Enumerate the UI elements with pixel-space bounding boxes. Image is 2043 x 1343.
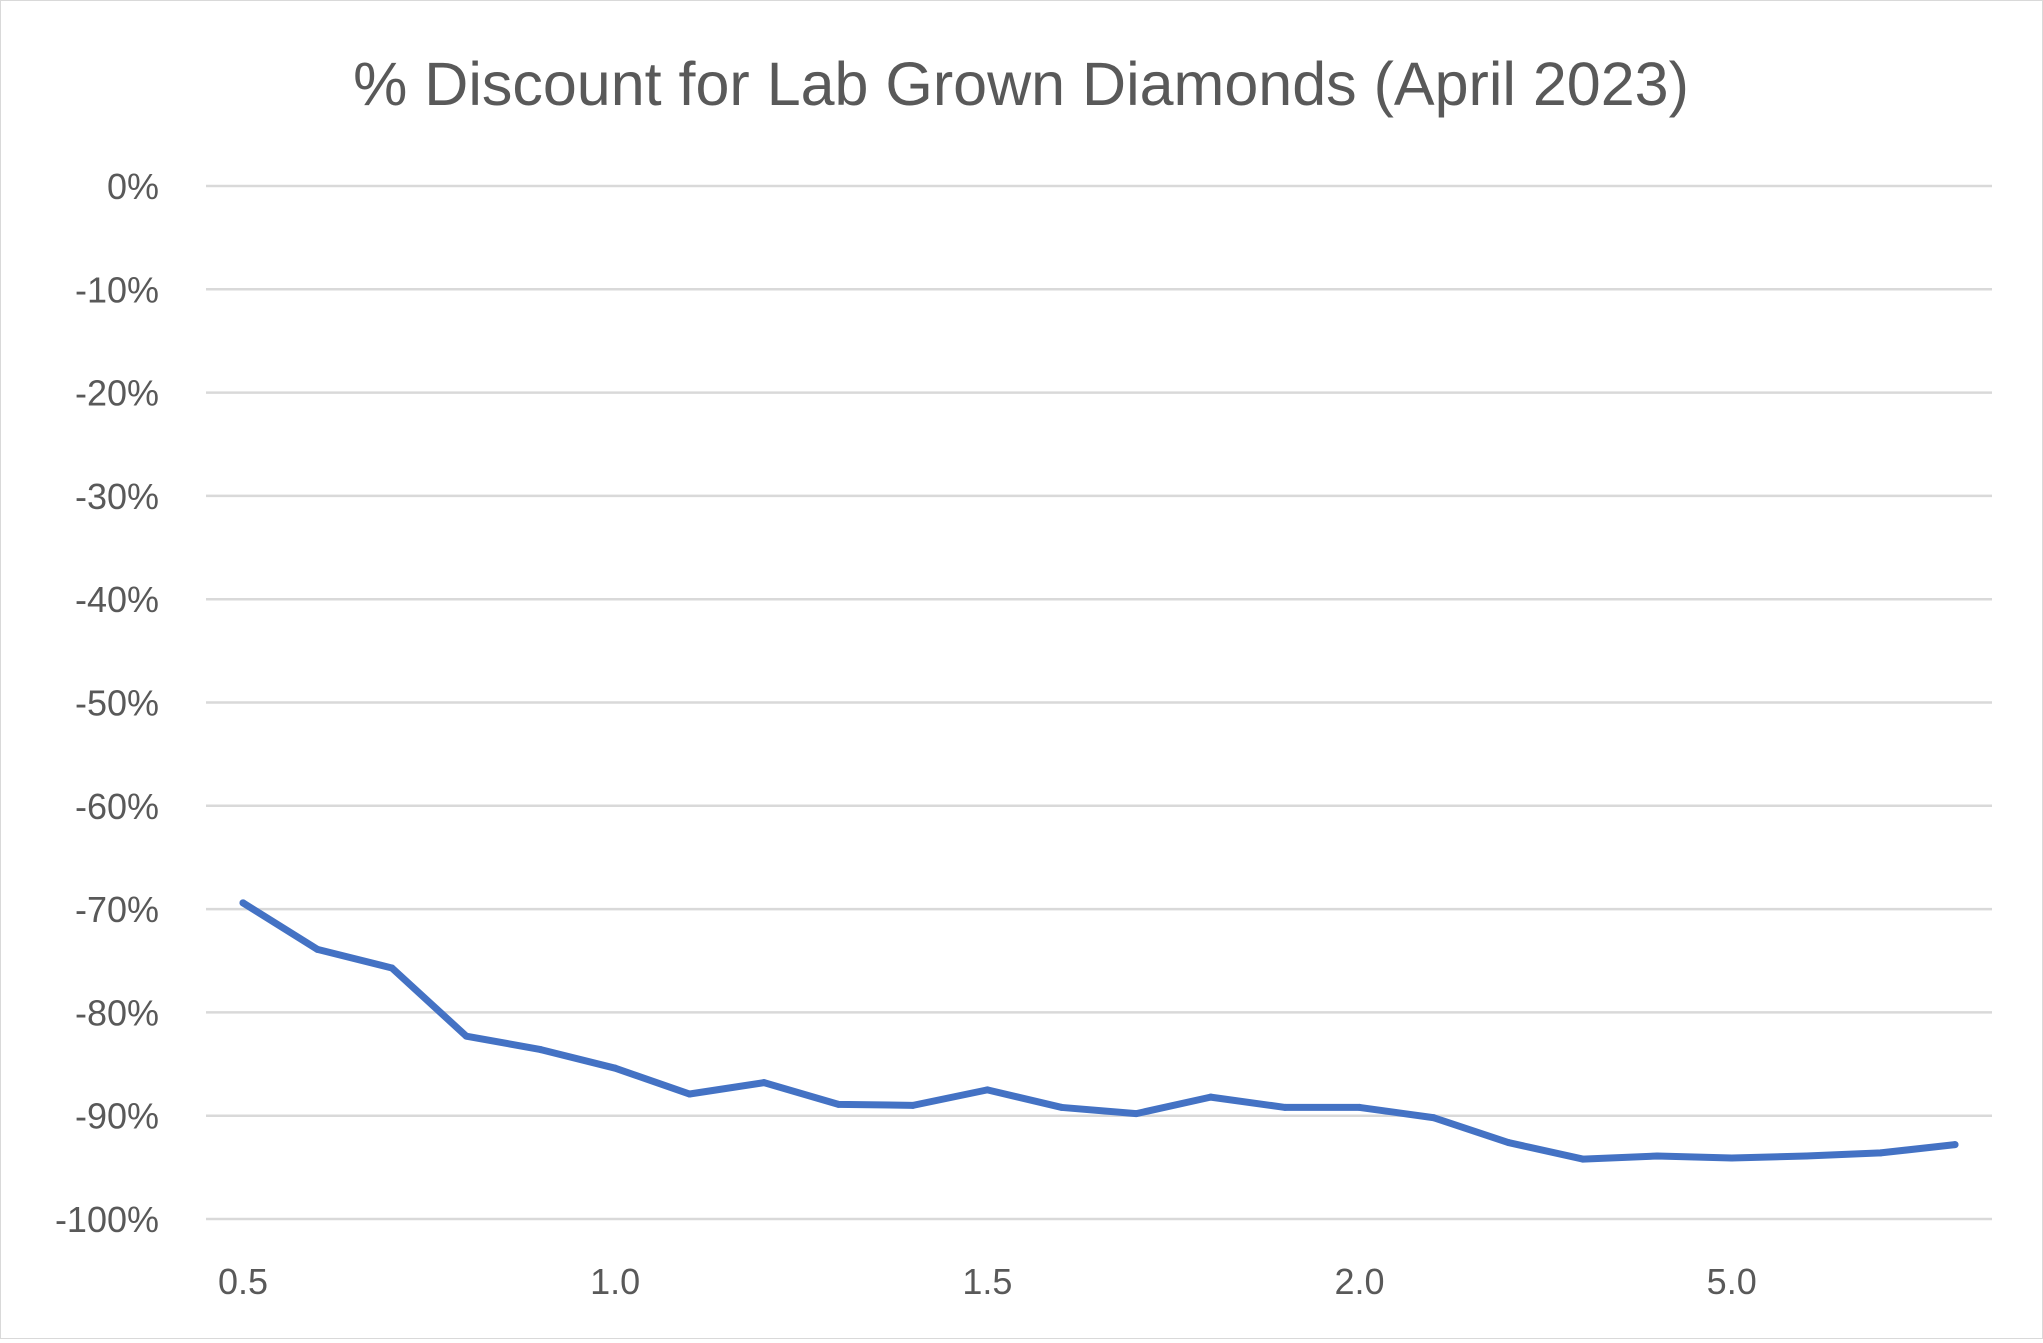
x-tick-label: 1.0: [590, 1261, 640, 1302]
y-tick-label: -70%: [75, 889, 159, 930]
data-point: [1877, 1149, 1885, 1157]
gridlines: [206, 184, 1992, 1221]
x-tick-label: 5.0: [1707, 1261, 1757, 1302]
y-tick-label: -100%: [55, 1199, 159, 1240]
data-point: [686, 1090, 694, 1098]
data-point: [1356, 1103, 1364, 1111]
y-tick-label: -20%: [75, 373, 159, 414]
y-tick-label: -60%: [75, 786, 159, 827]
data-point: [1430, 1114, 1438, 1122]
data-point: [760, 1079, 768, 1087]
data-point: [1579, 1155, 1587, 1163]
data-point: [1951, 1141, 1959, 1149]
data-point: [1802, 1152, 1810, 1160]
x-tick-label: 2.0: [1334, 1261, 1384, 1302]
data-point: [611, 1064, 619, 1072]
y-tick-label: -50%: [75, 683, 159, 724]
series-layer: [239, 899, 1959, 1163]
x-tick-label: 1.5: [962, 1261, 1012, 1302]
data-point: [462, 1032, 470, 1040]
y-tick-label: -40%: [75, 579, 159, 620]
x-tick-label: 0.5: [218, 1261, 268, 1302]
data-point: [909, 1101, 917, 1109]
chart-title: % Discount for Lab Grown Diamonds (April…: [353, 50, 1689, 118]
data-point: [1281, 1103, 1289, 1111]
series-line: [239, 899, 1959, 1163]
data-point: [313, 945, 321, 953]
y-tick-label: -10%: [75, 269, 159, 310]
data-point: [1058, 1103, 1066, 1111]
y-tick-label: 0%: [107, 166, 159, 207]
data-point: [1728, 1154, 1736, 1162]
y-tick-label: -80%: [75, 992, 159, 1033]
data-point: [1504, 1139, 1512, 1147]
data-point: [1653, 1152, 1661, 1160]
data-point: [388, 964, 396, 972]
y-tick-label: -90%: [75, 1096, 159, 1137]
data-point: [983, 1086, 991, 1094]
data-point: [1132, 1110, 1140, 1118]
data-point: [537, 1046, 545, 1054]
data-point: [1207, 1093, 1215, 1101]
data-point: [834, 1100, 842, 1108]
data-point: [239, 899, 247, 907]
x-axis-labels: 0.5 1.0 1.5 2.0 5.0: [218, 1261, 1757, 1302]
y-tick-label: -30%: [75, 476, 159, 517]
y-axis-labels: 0% -10% -20% -30% -40% -50% -60% -70% -80% -90% -1…: [55, 166, 159, 1240]
